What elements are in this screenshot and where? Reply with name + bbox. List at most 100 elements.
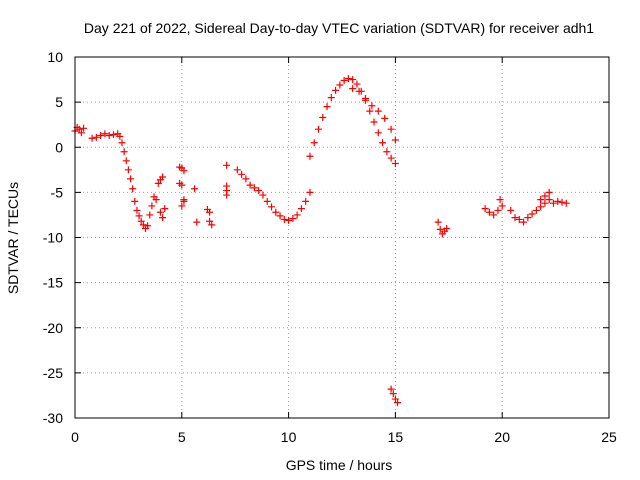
y-tick-labels: 10 5 0 -5 -10 -15 -20 -25 -30 [43,49,63,426]
data-point [268,203,276,211]
data-point [494,206,502,214]
data-point [255,187,263,195]
data-points [71,75,570,407]
data-point [297,205,305,213]
data-point [127,175,135,183]
series-seg-c [131,193,160,232]
data-point [391,159,399,167]
data-point [532,206,540,214]
y-axis-title: SDTVAR / TECUs [5,182,21,294]
data-point [528,210,536,218]
data-point [344,75,352,83]
grid-lines [75,57,609,418]
y-tick-label: 10 [47,49,63,65]
data-point [434,218,442,226]
series-seg-k [387,385,402,407]
data-point [154,179,162,187]
data-point [515,215,523,223]
data-point [353,80,361,88]
data-point [332,86,340,94]
y-tick-label: -5 [51,184,64,200]
data-point [146,211,154,219]
data-point [381,114,389,122]
data-point [387,385,395,393]
data-point [135,212,143,220]
data-point [120,148,128,156]
data-point [80,124,88,132]
data-point [549,199,557,207]
data-point [118,139,126,147]
data-point [389,390,397,398]
data-point [161,205,169,213]
series-seg-e [176,163,188,210]
data-point [159,173,167,181]
data-point [541,199,549,207]
data-point [310,139,318,147]
data-point [193,218,201,226]
x-axis-title: GPS time / hours [286,457,393,473]
data-point [537,203,545,211]
data-point [485,208,493,216]
data-point [374,129,382,137]
data-point [327,94,335,102]
data-point [133,206,141,214]
data-point [336,81,344,89]
series-seg-m [481,196,506,219]
data-point [554,197,562,205]
data-point [537,196,545,204]
data-point [545,196,553,204]
y-tick-label: 0 [55,139,63,155]
data-point [368,102,376,110]
data-point [293,211,301,219]
data-point [498,202,506,210]
data-point [349,76,357,84]
data-point [490,211,498,219]
data-point [178,202,186,210]
data-point [206,208,214,216]
x-tick-labels: 0 5 10 15 20 25 [71,429,617,445]
x-tick-label: 25 [601,429,617,445]
series-seg-g [223,161,231,199]
data-point [152,196,160,204]
data-point [387,154,395,162]
y-tick-label: -15 [43,275,63,291]
data-point [263,197,271,205]
data-point [383,148,391,156]
data-point [124,166,132,174]
data-point [545,188,553,196]
data-point [289,215,297,223]
y-tick-label: -25 [43,365,63,381]
data-point [208,221,216,229]
data-point [180,196,188,204]
y-tick-label: -20 [43,320,63,336]
data-point [379,139,387,147]
data-point [137,217,145,225]
data-point [191,185,199,193]
data-point [394,399,402,407]
x-tick-label: 10 [281,429,297,445]
data-point [139,221,147,229]
data-point [259,191,267,199]
data-point [105,132,113,140]
data-point [436,225,444,233]
data-point [524,214,532,222]
data-point [315,125,323,133]
data-point [180,167,188,175]
data-point [75,125,83,133]
y-tick-label: 5 [55,94,63,110]
data-point [77,129,85,137]
axis-ticks [74,56,610,419]
data-point [340,76,348,84]
data-point [144,222,152,230]
y-tick-label: -30 [43,410,63,426]
data-point [366,107,374,115]
data-point [374,107,382,115]
series-seg-i [306,75,399,167]
data-point [280,215,288,223]
data-point [272,208,280,216]
data-point [387,125,395,133]
data-point [306,188,314,196]
data-point [541,192,549,200]
data-point [233,166,241,174]
series-seg-b [88,130,137,193]
